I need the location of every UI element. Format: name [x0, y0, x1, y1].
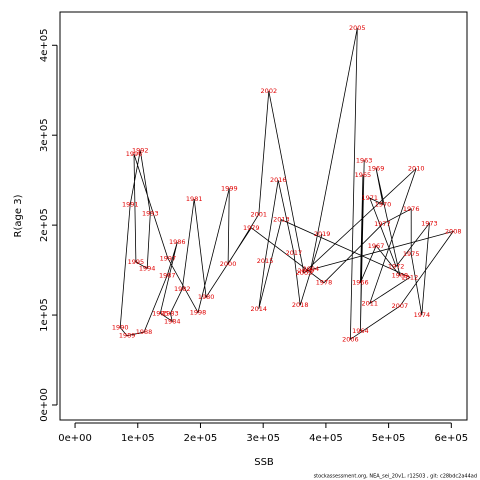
- point-label: 1979: [243, 224, 260, 232]
- point-label: 1970: [375, 200, 392, 208]
- point-label: 2010: [408, 164, 425, 172]
- x-tick-label: 1e+05: [121, 433, 155, 444]
- point-label: 2001: [251, 210, 268, 218]
- point-label: 2015: [257, 257, 274, 265]
- y-tick-label: 0e+00: [39, 388, 50, 422]
- point-label: 1975: [403, 250, 420, 258]
- x-tick-label: 3e+05: [246, 433, 280, 444]
- point-label: 2018: [292, 301, 309, 309]
- point-label: 2019: [314, 230, 331, 238]
- point-label: 1965: [355, 171, 372, 179]
- trajectory-line: [119, 28, 455, 341]
- point-label: 1995: [128, 258, 145, 266]
- y-axis-label: R(age 3): [13, 194, 24, 237]
- point-label: 2005: [349, 24, 366, 32]
- point-label: 2017: [286, 249, 303, 257]
- point-label: 1966: [352, 279, 369, 287]
- point-label: 2012: [402, 273, 419, 281]
- point-label: 1967: [368, 242, 385, 250]
- y-tick-label: 3e+05: [39, 118, 50, 152]
- y-tick-label: 4e+05: [39, 28, 50, 62]
- point-label: 1978: [316, 279, 333, 287]
- point-label: 1988: [136, 328, 153, 336]
- point-label: 2006: [342, 335, 359, 343]
- point-label: 1999: [221, 184, 238, 192]
- point-label: 1989: [119, 332, 136, 340]
- point-label: 1985: [152, 309, 169, 317]
- x-tick-label: 6e+05: [435, 433, 469, 444]
- point-label: 1986: [169, 238, 186, 246]
- point-label: 1981: [186, 195, 203, 203]
- point-label: 2002: [261, 87, 278, 95]
- point-label: 1987: [159, 271, 176, 279]
- point-label: 2008: [445, 227, 462, 235]
- point-label: 1984: [164, 317, 181, 325]
- x-tick-label: 5e+05: [372, 433, 406, 444]
- point-label: 2009: [298, 267, 315, 275]
- point-label: 1992: [132, 146, 149, 154]
- x-tick-label: 2e+05: [184, 433, 218, 444]
- point-label: 1976: [403, 205, 420, 213]
- x-tick-label: 4e+05: [309, 433, 343, 444]
- point-label: 1964: [352, 327, 369, 335]
- point-label: 1994: [139, 264, 156, 272]
- point-label: 1973: [421, 219, 438, 227]
- y-tick-label: 1e+05: [39, 298, 50, 332]
- y-tick-label: 2e+05: [39, 208, 50, 242]
- point-label: 1974: [414, 311, 431, 319]
- point-label: 1963: [356, 156, 373, 164]
- point-label: 1977: [374, 220, 391, 228]
- point-label: 1971: [362, 194, 379, 202]
- point-label: 2003: [296, 269, 313, 277]
- point-label: 1972: [388, 262, 405, 270]
- point-label: 1998: [190, 308, 207, 316]
- point-label: 2016: [270, 176, 287, 184]
- point-label: 1983: [162, 309, 179, 317]
- point-label: 1996: [126, 150, 143, 158]
- footer: stockassessment.org, NEA_sei_20v1, r1250…: [314, 474, 477, 480]
- point-label: 1991: [122, 200, 139, 208]
- plot-box: [59, 11, 468, 421]
- point-label: 1997: [160, 254, 177, 262]
- point-label: 2013: [273, 216, 290, 224]
- point-label: 2011: [362, 299, 379, 307]
- point-label: 1980: [198, 293, 215, 301]
- x-axis-label: SSB: [254, 457, 274, 468]
- point-label: 2000: [220, 260, 237, 268]
- point-label: 1993: [142, 209, 159, 217]
- point-label: 1990: [112, 324, 129, 332]
- point-label: 1982: [174, 285, 191, 293]
- point-label: 2014: [251, 305, 268, 313]
- point-label: 2007: [392, 302, 409, 310]
- point-label: 2004: [303, 265, 320, 273]
- point-label: 1968: [392, 271, 409, 279]
- x-tick-label: 0e+00: [58, 433, 92, 444]
- point-label: 1969: [368, 164, 385, 172]
